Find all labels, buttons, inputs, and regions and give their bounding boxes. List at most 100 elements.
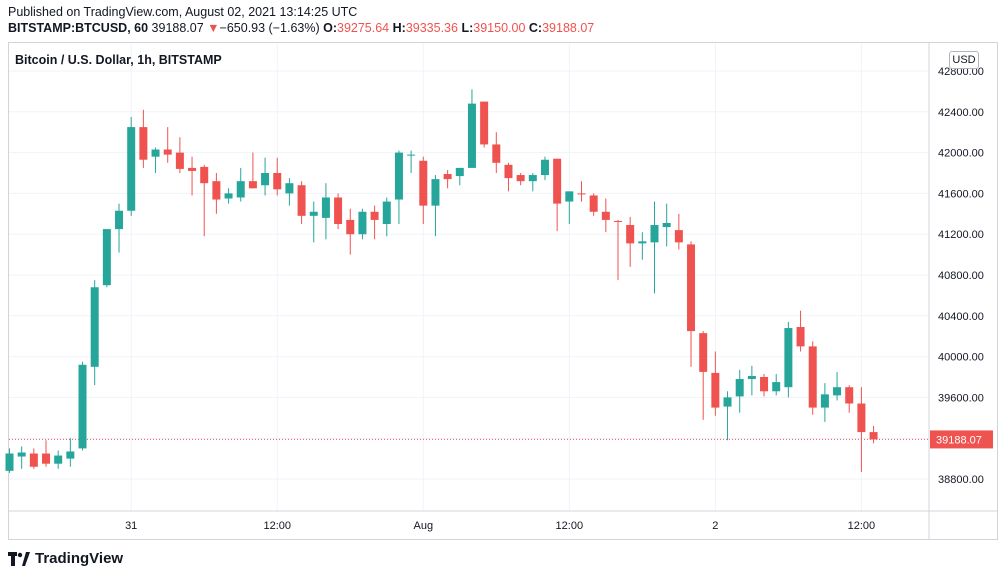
candle-body — [236, 181, 245, 198]
candle-body — [382, 201, 391, 224]
high-label: H: — [392, 21, 406, 35]
y-tick-label: 42000.00 — [938, 148, 984, 160]
candle-body — [480, 101, 489, 145]
candle-body — [614, 220, 622, 222]
candle-body — [467, 103, 476, 168]
open-label: O: — [323, 21, 337, 35]
candle-body — [528, 175, 537, 182]
tradingview-brand: TradingView — [35, 550, 124, 567]
candle-body — [309, 211, 318, 216]
low-value: 39150.00 — [473, 21, 526, 35]
candle-body — [394, 152, 403, 200]
candle-body — [54, 455, 63, 464]
last-price-label: 39188.07 — [936, 434, 982, 446]
candle-body — [808, 346, 817, 408]
candle-body — [151, 149, 160, 157]
close-value: 39188.07 — [542, 21, 595, 35]
tradingview-icon — [8, 551, 30, 566]
candle-body — [431, 179, 440, 206]
candle-body — [297, 185, 306, 216]
candle-body — [127, 127, 136, 211]
candle-body — [869, 432, 878, 440]
x-tick-label: 12:00 — [263, 520, 291, 532]
candle-body — [370, 211, 379, 220]
candle-body — [540, 159, 549, 176]
y-tick-label: 42400.00 — [938, 107, 984, 119]
candle-body — [248, 181, 257, 189]
y-tick-label: 41200.00 — [938, 229, 984, 241]
candle-body — [687, 244, 696, 332]
candle-body — [261, 173, 270, 186]
candle-body — [407, 154, 416, 156]
candle-body — [662, 222, 671, 228]
chart-header: Published on TradingView.com, August 02,… — [8, 4, 594, 36]
open-value: 39275.64 — [337, 21, 390, 35]
candle-body — [699, 333, 708, 372]
candle-body — [115, 210, 124, 230]
chart-title: Bitcoin / U.S. Dollar, 1h, BITSTAMP — [15, 53, 222, 67]
candle-body — [455, 167, 464, 177]
candle-body — [443, 174, 452, 180]
candle-body — [285, 183, 294, 194]
x-tick-label: 12:00 — [848, 520, 876, 532]
x-tick-label: Aug — [413, 520, 433, 532]
candle-body — [90, 287, 99, 367]
candle-body — [650, 225, 659, 243]
candle-body — [747, 375, 756, 380]
high-value: 39335.36 — [405, 21, 458, 35]
candle-body — [845, 387, 854, 404]
candle-body — [139, 127, 148, 160]
candle-body — [78, 364, 87, 449]
tradingview-logo: TradingView — [8, 550, 123, 567]
published-line: Published on TradingView.com, August 02,… — [8, 5, 358, 19]
y-tick-label: 39600.00 — [938, 392, 984, 404]
candle-body — [601, 211, 610, 220]
candle-body — [711, 372, 720, 408]
last-price: 39188.07 — [151, 21, 204, 35]
x-tick-label: 12:00 — [556, 520, 584, 532]
candle-body — [589, 195, 598, 212]
candle-body — [553, 158, 562, 204]
candle-body — [735, 379, 744, 397]
low-label: L: — [461, 21, 474, 35]
candle-body — [175, 152, 184, 169]
y-tick-label: 41600.00 — [938, 188, 984, 200]
last-price-badge — [930, 430, 993, 449]
candle-body — [492, 144, 501, 163]
candle-body — [516, 175, 525, 182]
candle-body — [626, 225, 635, 244]
candle-body — [212, 181, 221, 200]
candle-body — [565, 191, 574, 202]
candle-body — [17, 452, 26, 457]
change-arrow-icon: ▼ — [207, 21, 220, 35]
candle-body — [102, 229, 111, 286]
currency-badge[interactable]: USD — [949, 51, 979, 69]
candle-body — [358, 211, 367, 235]
y-tick-label: 40400.00 — [938, 311, 984, 323]
candle-body — [796, 327, 805, 347]
price-change: −650.93 (−1.63%) — [219, 21, 320, 35]
chart-frame[interactable] — [8, 42, 998, 540]
candle-body — [772, 382, 781, 392]
candle-body — [200, 166, 209, 184]
symbol-label: BITSTAMP:BTCUSD, 60 — [8, 21, 149, 35]
candle-body — [346, 219, 355, 235]
candle-body — [5, 453, 14, 471]
candle-body — [163, 149, 172, 155]
candle-body — [784, 328, 793, 388]
y-tick-label: 40800.00 — [938, 270, 984, 282]
x-tick-label: 2 — [712, 520, 718, 532]
candle-body — [723, 397, 732, 407]
y-tick-label: 42800.00 — [938, 66, 984, 78]
y-tick-label: 38800.00 — [938, 474, 984, 486]
x-tick-label: 31 — [125, 520, 137, 532]
candle-body — [29, 453, 38, 467]
y-tick-label: 40000.00 — [938, 352, 984, 364]
candle-body — [419, 160, 428, 206]
candle-body — [273, 173, 282, 190]
candle-body — [334, 197, 343, 224]
candle-body — [224, 193, 233, 199]
candle-body — [42, 453, 51, 464]
candle-body — [188, 167, 197, 171]
